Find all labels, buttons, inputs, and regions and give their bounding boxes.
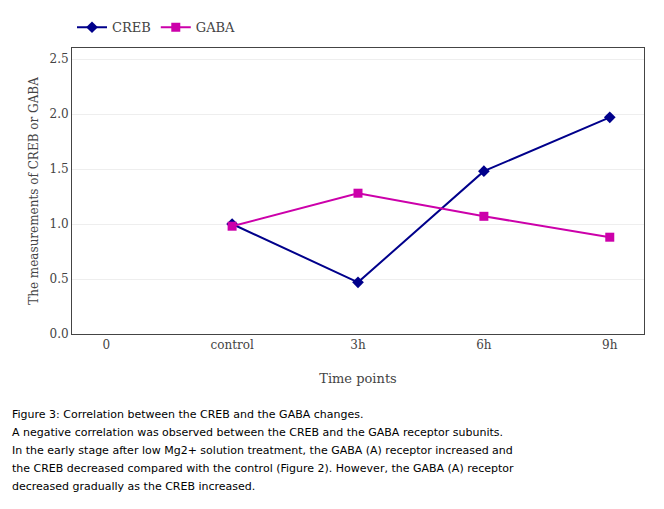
svg-text:Figure 3: Correlation between: Figure 3: Correlation between the CREB a… <box>12 408 363 421</box>
svg-text:decreased gradually as the CRE: decreased gradually as the CREB increase… <box>12 480 255 493</box>
svg-text:2.0: 2.0 <box>50 107 69 121</box>
svg-text:CREB: CREB <box>112 20 151 35</box>
svg-text:the CREB decreased compared wi: the CREB decreased compared with the con… <box>12 462 514 475</box>
svg-text:6h: 6h <box>476 338 492 352</box>
svg-text:A negative correlation was obs: A negative correlation was observed betw… <box>12 426 503 439</box>
svg-text:9h: 9h <box>602 338 618 352</box>
svg-text:3h: 3h <box>350 338 366 352</box>
svg-text:In the early stage after low M: In the early stage after low Mg2+ soluti… <box>12 444 513 457</box>
svg-text:0.0: 0.0 <box>50 327 69 341</box>
svg-text:control: control <box>210 338 253 352</box>
svg-text:2.5: 2.5 <box>50 52 69 66</box>
svg-text:The measurements of CREB or GA: The measurements of CREB or GABA <box>27 77 41 305</box>
svg-text:0: 0 <box>102 338 110 352</box>
svg-text:1.0: 1.0 <box>50 217 69 231</box>
svg-text:Time points: Time points <box>319 371 397 386</box>
svg-text:0.5: 0.5 <box>50 272 69 286</box>
svg-text:GABA: GABA <box>196 20 235 35</box>
svg-text:1.5: 1.5 <box>50 162 69 176</box>
